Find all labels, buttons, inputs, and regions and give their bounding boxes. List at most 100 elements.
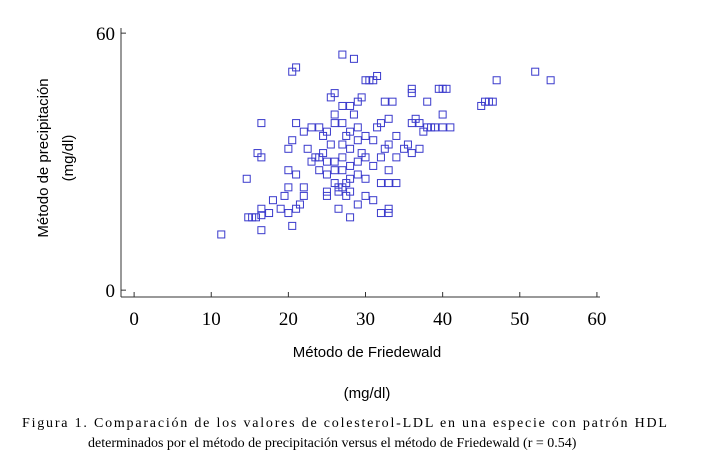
point <box>338 50 347 59</box>
point <box>257 153 266 162</box>
point <box>288 221 297 230</box>
point <box>242 174 251 183</box>
x-tick-label: 0 <box>129 309 139 330</box>
point <box>284 183 293 192</box>
point <box>330 110 339 119</box>
point <box>353 200 362 209</box>
point <box>353 136 362 145</box>
point <box>376 209 385 218</box>
point <box>299 183 308 192</box>
y-axis-label: (mg/dl) <box>60 135 77 182</box>
point <box>346 161 355 170</box>
point <box>353 170 362 179</box>
y-axis-label: Método de precipitación <box>35 78 52 237</box>
point <box>346 187 355 196</box>
point <box>338 101 347 110</box>
point <box>388 97 397 106</box>
point <box>438 123 447 132</box>
point <box>376 179 385 188</box>
point <box>257 211 266 220</box>
y-tick-label: 0 <box>106 281 116 302</box>
point <box>251 213 260 222</box>
point <box>361 153 370 162</box>
point <box>369 196 378 205</box>
point <box>299 127 308 136</box>
point <box>284 144 293 153</box>
point <box>346 174 355 183</box>
point <box>438 110 447 119</box>
point <box>369 136 378 145</box>
point <box>369 161 378 170</box>
point <box>380 97 389 106</box>
point <box>265 209 274 218</box>
point <box>334 204 343 213</box>
point <box>353 157 362 166</box>
point <box>346 144 355 153</box>
x-tick-label: 30 <box>356 309 375 330</box>
point <box>338 140 347 149</box>
point <box>373 71 382 80</box>
point <box>257 226 266 235</box>
point <box>384 209 393 218</box>
point <box>315 123 324 132</box>
point <box>338 119 347 128</box>
point <box>415 144 424 153</box>
point <box>322 127 331 136</box>
point <box>257 119 266 128</box>
point <box>392 179 401 188</box>
point <box>384 179 393 188</box>
x-tick-label: 50 <box>510 309 529 330</box>
x-axis-label: (mg/dl) <box>344 385 391 402</box>
point <box>330 89 339 98</box>
point <box>295 200 304 209</box>
point <box>442 84 451 93</box>
point <box>403 140 412 149</box>
point <box>322 170 331 179</box>
point <box>361 174 370 183</box>
point <box>407 89 416 98</box>
point <box>322 157 331 166</box>
point <box>257 204 266 213</box>
point <box>284 166 293 175</box>
point <box>315 166 324 175</box>
point <box>423 97 432 106</box>
point <box>349 54 358 63</box>
point <box>446 123 455 132</box>
point <box>407 149 416 158</box>
point <box>330 166 339 175</box>
point <box>303 144 312 153</box>
x-tick-label: 10 <box>202 309 221 330</box>
point <box>330 157 339 166</box>
point <box>361 191 370 200</box>
point <box>384 140 393 149</box>
point <box>349 110 358 119</box>
point <box>346 127 355 136</box>
point <box>307 123 316 132</box>
point <box>346 101 355 110</box>
point <box>407 84 416 93</box>
point <box>376 153 385 162</box>
point <box>217 230 226 239</box>
point <box>268 196 277 205</box>
point <box>284 209 293 218</box>
point <box>392 153 401 162</box>
point <box>292 63 301 72</box>
point <box>338 166 347 175</box>
point <box>353 123 362 132</box>
x-tick-label: 60 <box>587 309 606 330</box>
point <box>376 119 385 128</box>
x-tick-label: 40 <box>433 309 452 330</box>
point <box>415 119 424 128</box>
point <box>288 136 297 145</box>
point <box>330 119 339 128</box>
point <box>384 114 393 123</box>
point <box>361 131 370 140</box>
x-axis-label: Método de Friedewald <box>293 344 441 361</box>
point <box>384 166 393 175</box>
point <box>546 76 555 85</box>
point <box>326 140 335 149</box>
point <box>292 119 301 128</box>
point <box>384 204 393 213</box>
point <box>392 131 401 140</box>
